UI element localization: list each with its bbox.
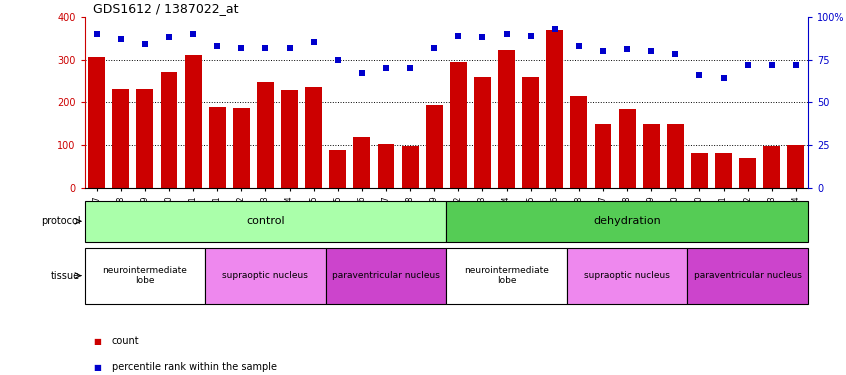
Text: paraventricular nucleus: paraventricular nucleus xyxy=(694,271,802,280)
Bar xyxy=(788,145,805,188)
Point xyxy=(211,43,224,49)
Text: ■: ■ xyxy=(93,337,101,346)
Bar xyxy=(209,107,226,188)
Bar xyxy=(763,146,780,188)
Bar xyxy=(184,55,201,188)
Point xyxy=(452,33,465,39)
Text: GDS1612 / 1387022_at: GDS1612 / 1387022_at xyxy=(93,2,239,15)
Bar xyxy=(329,150,346,188)
Point xyxy=(475,34,489,40)
Bar xyxy=(161,72,178,188)
Bar xyxy=(326,248,447,304)
Text: supraoptic nucleus: supraoptic nucleus xyxy=(222,271,309,280)
Point xyxy=(524,33,537,39)
Point xyxy=(404,65,417,71)
Bar xyxy=(85,201,447,242)
Point xyxy=(596,48,610,54)
Point xyxy=(765,62,778,68)
Bar xyxy=(377,144,394,188)
Point xyxy=(355,70,369,76)
Bar xyxy=(447,248,567,304)
Text: ■: ■ xyxy=(93,363,101,372)
Text: supraoptic nucleus: supraoptic nucleus xyxy=(584,271,670,280)
Bar xyxy=(667,124,684,188)
Bar xyxy=(136,88,153,188)
Point xyxy=(789,62,803,68)
Point xyxy=(500,31,514,37)
Bar xyxy=(305,87,322,188)
Bar xyxy=(85,248,205,304)
Point xyxy=(114,36,128,42)
Point xyxy=(331,57,344,63)
Bar xyxy=(233,108,250,188)
Bar xyxy=(474,78,491,188)
Text: tissue: tissue xyxy=(52,271,80,280)
Bar xyxy=(547,30,563,188)
Point xyxy=(548,26,562,32)
Text: control: control xyxy=(246,216,285,226)
Bar xyxy=(522,78,539,188)
Bar xyxy=(447,201,808,242)
Text: neurointermediate
lobe: neurointermediate lobe xyxy=(464,266,549,285)
Point xyxy=(307,39,321,45)
Point xyxy=(186,31,200,37)
Bar xyxy=(643,123,660,188)
Bar xyxy=(450,62,467,188)
Text: dehydration: dehydration xyxy=(593,216,661,226)
Point xyxy=(717,75,730,81)
Bar xyxy=(281,90,298,188)
Bar xyxy=(715,153,732,188)
Text: paraventricular nucleus: paraventricular nucleus xyxy=(332,271,440,280)
Bar xyxy=(618,109,635,188)
Bar xyxy=(691,153,708,188)
Point xyxy=(379,65,393,71)
Point xyxy=(138,41,151,47)
Bar xyxy=(426,105,442,188)
Text: percentile rank within the sample: percentile rank within the sample xyxy=(112,363,277,372)
Point xyxy=(283,45,296,51)
Text: neurointermediate
lobe: neurointermediate lobe xyxy=(102,266,187,285)
Point xyxy=(90,31,103,37)
Point xyxy=(259,45,272,51)
Text: protocol: protocol xyxy=(41,216,80,226)
Point xyxy=(162,34,176,40)
Point xyxy=(234,45,248,51)
Bar xyxy=(88,57,105,188)
Point xyxy=(427,45,441,51)
Bar xyxy=(498,50,515,188)
Bar xyxy=(570,96,587,188)
Bar xyxy=(567,248,687,304)
Bar xyxy=(595,124,612,188)
Bar xyxy=(354,137,371,188)
Point xyxy=(741,62,755,68)
Point xyxy=(572,43,585,49)
Point xyxy=(620,46,634,52)
Point xyxy=(645,48,658,54)
Bar xyxy=(257,82,274,188)
Bar xyxy=(205,248,326,304)
Bar xyxy=(687,248,808,304)
Bar xyxy=(402,146,419,188)
Point xyxy=(668,51,682,57)
Bar xyxy=(113,88,129,188)
Bar xyxy=(739,158,756,188)
Text: count: count xyxy=(112,336,140,346)
Point xyxy=(693,72,706,78)
